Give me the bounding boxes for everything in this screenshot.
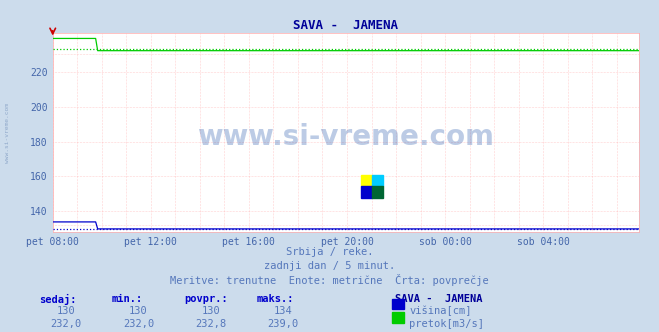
Text: 130: 130 [57,306,75,316]
Text: min.:: min.: [112,294,143,304]
Text: www.si-vreme.com: www.si-vreme.com [5,103,11,163]
Bar [360,186,372,198]
Text: SAVA -  JAMENA: SAVA - JAMENA [395,294,483,304]
Bar [372,186,383,198]
Text: višina[cm]: višina[cm] [409,306,472,316]
Text: Meritve: trenutne  Enote: metrične  Črta: povprečje: Meritve: trenutne Enote: metrične Črta: … [170,274,489,286]
Text: zadnji dan / 5 minut.: zadnji dan / 5 minut. [264,261,395,271]
Text: 232,0: 232,0 [123,319,154,329]
Text: pretok[m3/s]: pretok[m3/s] [409,319,484,329]
Text: Srbija / reke.: Srbija / reke. [286,247,373,257]
Text: 130: 130 [202,306,220,316]
Title: SAVA -  JAMENA: SAVA - JAMENA [293,19,399,32]
Text: maks.:: maks.: [257,294,295,304]
Text: 239,0: 239,0 [268,319,299,329]
Text: 130: 130 [129,306,148,316]
Text: 232,8: 232,8 [195,319,227,329]
Text: sedaj:: sedaj: [40,294,77,305]
Bar [360,175,372,186]
Bar [372,175,383,186]
Text: povpr.:: povpr.: [185,294,228,304]
Text: 134: 134 [274,306,293,316]
Text: www.si-vreme.com: www.si-vreme.com [198,123,494,151]
Text: 232,0: 232,0 [50,319,82,329]
